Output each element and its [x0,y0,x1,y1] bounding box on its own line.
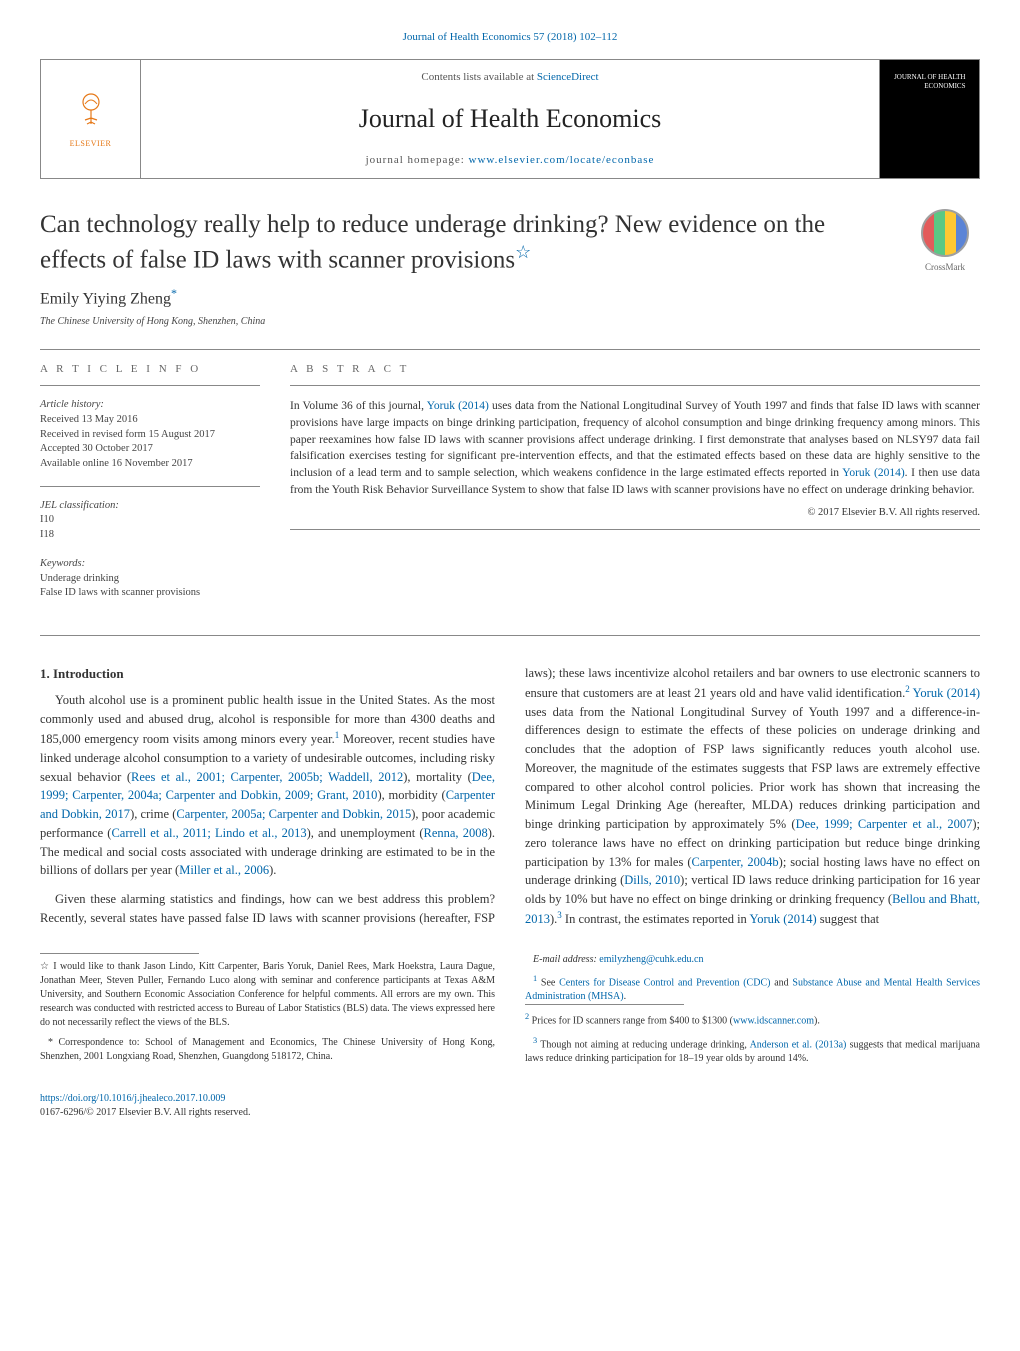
homepage-line: journal homepage: www.elsevier.com/locat… [157,153,863,168]
footnote-1: 1 See Centers for Disease Control and Pr… [525,973,980,1004]
footnote-link[interactable]: Centers for Disease Control and Preventi… [559,977,770,988]
separator-top [40,349,980,350]
history-item: Available online 16 November 2017 [40,457,260,472]
corresp-marker[interactable]: * [171,286,177,300]
footnote-link[interactable]: Anderson et al. (2013a) [750,1039,847,1050]
publisher-name: ELSEVIER [70,138,112,149]
article-info-heading: a r t i c l e i n f o [40,362,260,377]
footnote-corresp: * Correspondence to: School of Managemen… [40,1036,495,1064]
citation-link[interactable]: Yoruk (2014) [842,467,904,479]
history-item: Received in revised form 15 August 2017 [40,428,260,443]
cover-title: JOURNAL OF HEALTH ECONOMICS [894,73,966,90]
keyword: Underage drinking [40,572,260,587]
body-text: 1. Introduction Youth alcohol use is a p… [40,664,980,933]
elsevier-tree-icon [70,90,112,136]
history-item: Received 13 May 2016 [40,413,260,428]
citation-link[interactable]: Carrell et al., 2011; Lindo et al., 2013 [111,826,306,840]
paragraph: Youth alcohol use is a prominent public … [40,691,495,880]
abstract-heading: a b s t r a c t [290,362,980,377]
citation-link[interactable]: Dee, 1999; Carpenter et al., 2007 [796,817,973,831]
citation-link[interactable]: Dills, 2010 [624,873,680,887]
citation-link[interactable]: Yoruk (2014) [427,400,489,412]
journal-name: Journal of Health Economics [157,101,863,137]
email-link[interactable]: emilyzheng@cuhk.edu.cn [599,954,703,965]
citation-link[interactable]: Journal of Health Economics 57 (2018) 10… [403,31,618,43]
citation-link[interactable]: Carpenter, 2004b [692,855,779,869]
citation-link[interactable]: Miller et al., 2006 [179,863,269,877]
footnote-rule [40,953,199,954]
footnote-email: E-mail address: emilyzheng@cuhk.edu.cn [525,953,980,967]
abstract-column: a b s t r a c t In Volume 36 of this jou… [290,362,980,615]
contents-line: Contents lists available at ScienceDirec… [157,70,863,85]
footnote-rule [525,1004,684,1005]
footnote-2: 2 Prices for ID scanners range from $400… [525,1011,980,1028]
footnote-link[interactable]: www.idscanner.com [733,1016,814,1027]
jel-label: JEL classification: [40,499,260,514]
footnotes: ☆ I would like to thank Jason Lindo, Kit… [40,953,980,1074]
jel-code: I10 [40,513,260,528]
author-name: Emily Yiying Zheng [40,291,171,308]
keywords-label: Keywords: [40,557,260,572]
abstract-copyright: © 2017 Elsevier B.V. All rights reserved… [290,506,980,521]
jel-code: I18 [40,528,260,543]
journal-homepage-link[interactable]: www.elsevier.com/locate/econbase [469,154,655,166]
history-item: Accepted 30 October 2017 [40,442,260,457]
masthead: ELSEVIER Contents lists available at Sci… [40,59,980,179]
affiliation: The Chinese University of Hong Kong, She… [40,315,980,329]
keyword: False ID laws with scanner provisions [40,586,260,601]
citation-link[interactable]: Yoruk (2014) [749,912,816,926]
article-title: Can technology really help to reduce und… [40,209,910,275]
issn-copyright: 0167-6296/© 2017 Elsevier B.V. All right… [40,1106,980,1120]
citation-link[interactable]: Rees et al., 2001; Carpenter, 2005b; Wad… [131,770,403,784]
sciencedirect-link[interactable]: ScienceDirect [537,71,599,83]
section-heading: 1. Introduction [40,664,495,684]
citation-link[interactable]: Carpenter, 2005a; Carpenter and Dobkin, … [176,807,411,821]
footnote-3: 3 Though not aiming at reducing underage… [525,1035,980,1066]
abstract-text: In Volume 36 of this journal, Yoruk (201… [290,398,980,498]
journal-cover-thumb: JOURNAL OF HEALTH ECONOMICS [879,60,979,178]
author-line: Emily Yiying Zheng* [40,285,980,311]
history-label: Article history: [40,398,260,413]
bottom-meta: https://doi.org/10.1016/j.jhealeco.2017.… [40,1092,980,1120]
citation-link[interactable]: Yoruk (2014) [913,686,980,700]
crossmark-widget[interactable]: CrossMark [910,209,980,274]
publisher-logo-block: ELSEVIER [41,60,141,178]
crossmark-icon [921,209,969,257]
doi-link[interactable]: https://doi.org/10.1016/j.jhealeco.2017.… [40,1093,225,1104]
title-star-ref[interactable]: ☆ [515,242,531,262]
separator-body [40,635,980,636]
footnote-star: ☆ I would like to thank Jason Lindo, Kit… [40,960,495,1030]
journal-citation: Journal of Health Economics 57 (2018) 10… [40,30,980,45]
citation-link[interactable]: Renna, 2008 [424,826,488,840]
crossmark-label: CrossMark [925,262,965,272]
article-info-column: a r t i c l e i n f o Article history: R… [40,362,260,615]
